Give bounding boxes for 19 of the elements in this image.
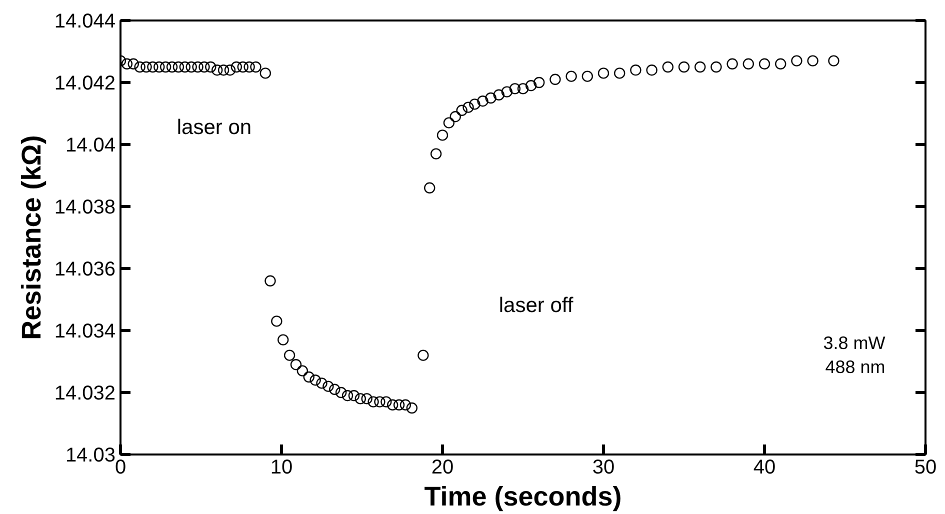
y-tick-label: 14.044 <box>54 10 116 32</box>
y-tick-label: 14.034 <box>54 320 116 342</box>
y-tick-label: 14.032 <box>54 382 116 404</box>
y-tick-label: 14.04 <box>65 134 116 156</box>
annotation: laser on <box>176 116 252 139</box>
x-tick-label: 40 <box>753 456 776 478</box>
x-tick-label: 0 <box>114 456 126 478</box>
x-axis-title: Time (seconds) <box>424 482 622 512</box>
y-tick-label: 14.038 <box>54 196 116 218</box>
y-tick-label: 14.036 <box>54 258 116 280</box>
x-tick-label: 50 <box>914 456 937 478</box>
annotation: 3.8 mW 488 nm <box>823 332 886 377</box>
x-tick-label: 20 <box>431 456 454 478</box>
annotation: laser off <box>498 294 574 317</box>
y-axis-title: Resistance (kΩ) <box>16 135 46 340</box>
x-tick-label: 30 <box>592 456 615 478</box>
x-tick-label: 10 <box>270 456 293 478</box>
y-tick-label: 14.03 <box>65 444 116 466</box>
y-tick-label: 14.042 <box>54 72 116 94</box>
